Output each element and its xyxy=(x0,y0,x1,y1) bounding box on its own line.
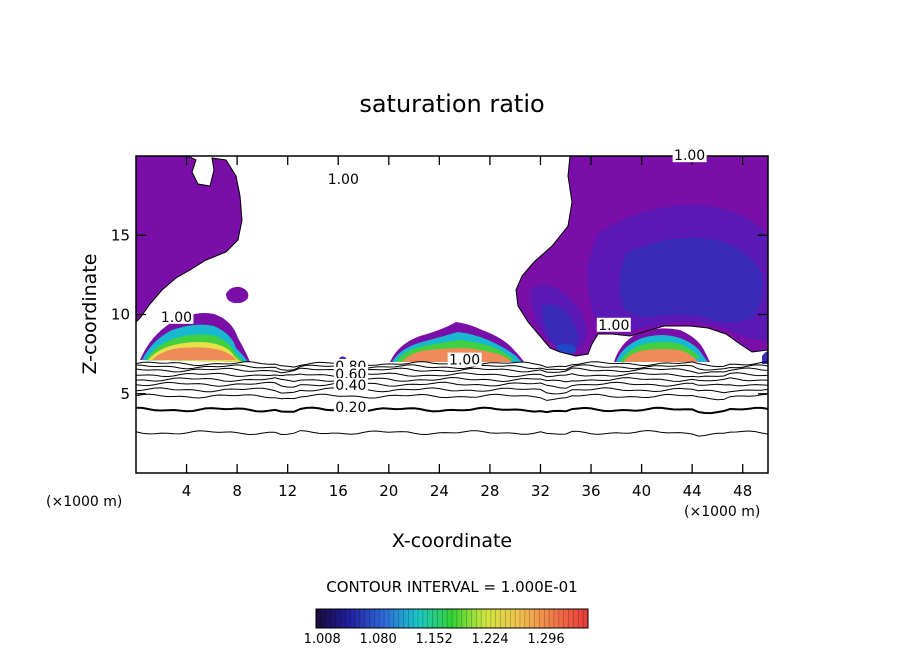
colorbar-tick-label: 1.296 xyxy=(527,632,564,647)
contour-label-bg xyxy=(596,317,631,332)
y-axis-title: Z-coordinate xyxy=(79,254,101,375)
x-tick-label: 4 xyxy=(182,482,192,500)
contour-label-bg xyxy=(333,377,368,392)
contour-label: 1.00 xyxy=(598,318,629,334)
chart-title: saturation ratio xyxy=(359,90,544,118)
colorbar-tick-label: 1.152 xyxy=(416,632,453,647)
x-tick-label: 40 xyxy=(632,482,651,500)
blob-right-edge xyxy=(762,350,768,364)
x-tick-label: 8 xyxy=(232,482,242,500)
y-axis-ticks: 5 10 15 xyxy=(111,226,768,403)
x-unit-label-left: (×1000 m) xyxy=(46,494,122,510)
inner-shade-right-5 xyxy=(556,344,577,354)
saturated-region-upper-left xyxy=(136,156,242,322)
inner-shade-right-2 xyxy=(619,237,763,322)
contour-label-bg xyxy=(326,171,361,186)
contour-line xyxy=(136,393,768,401)
contour-label: 1.00 xyxy=(328,172,359,188)
colorbar-stripes xyxy=(320,609,584,628)
contour-label: 1.00 xyxy=(161,310,192,326)
x-tick-label: 32 xyxy=(531,482,550,500)
colorbar-tick-label: 1.224 xyxy=(471,632,508,647)
contour-label: 0.20 xyxy=(335,400,366,416)
inner-shade-right-4 xyxy=(542,304,579,349)
contour-line xyxy=(136,406,768,415)
x-unit-label-right: (×1000 m) xyxy=(684,504,760,520)
contour-label-bg xyxy=(333,366,368,381)
contour-line xyxy=(136,376,768,383)
contour-line xyxy=(136,367,768,374)
contour-interval-label: CONTOUR INTERVAL = 1.000E-01 xyxy=(326,578,577,596)
contour-label-bg xyxy=(672,148,707,163)
x-tick-label: 48 xyxy=(733,482,752,500)
contour-line xyxy=(136,372,768,378)
contour-line xyxy=(136,364,768,371)
colorbar-tick-label: 1.080 xyxy=(360,632,397,647)
colorbar-tick-label: 1.008 xyxy=(304,632,341,647)
y-tick-label: 15 xyxy=(111,226,130,244)
x-tick-label: 12 xyxy=(278,482,297,500)
colorbar-labels: 1.008 1.080 1.152 1.224 1.296 xyxy=(304,632,565,647)
contour-labels: 1.001.001.001.001.000.800.600.400.20 xyxy=(159,148,707,416)
x-axis-title: X-coordinate xyxy=(392,530,512,552)
cloud-left-salmon xyxy=(152,347,236,360)
contour-lines xyxy=(136,361,768,437)
cloud-right-salmon xyxy=(624,349,698,362)
contour-line xyxy=(136,387,768,395)
x-tick-label: 36 xyxy=(581,482,600,500)
contour-label: 1.00 xyxy=(674,148,705,164)
contour-label: 1.00 xyxy=(449,353,480,369)
saturated-blob-small xyxy=(226,286,249,304)
contour-line xyxy=(136,429,768,437)
boundary-line-upper-right xyxy=(515,156,768,357)
x-tick-label: 20 xyxy=(379,482,398,500)
plot-area xyxy=(136,156,768,437)
colorbar xyxy=(315,608,589,629)
x-tick-label: 44 xyxy=(683,482,702,500)
contour-label: 0.40 xyxy=(335,378,366,394)
x-tick-label: 16 xyxy=(329,482,348,500)
x-tick-label: 24 xyxy=(430,482,449,500)
x-axis-ticks: 4 8 12 16 20 24 28 32 36 40 44 48 xyxy=(182,156,752,500)
y-tick-label: 10 xyxy=(111,306,130,324)
contour-line xyxy=(136,381,768,389)
y-tick-label: 5 xyxy=(120,385,130,403)
contour-label-bg xyxy=(333,400,368,415)
x-tick-label: 28 xyxy=(480,482,499,500)
boundary-line-upper-left xyxy=(136,156,243,323)
contour-label-bg xyxy=(159,309,194,324)
contour-label-bg xyxy=(447,352,482,367)
